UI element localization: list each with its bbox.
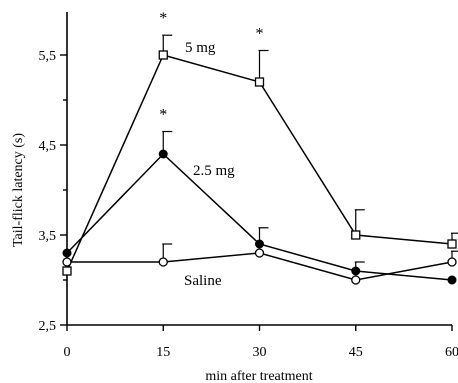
y-tick-label: 3,5 [39,229,57,244]
data-point-open-circle [158,257,168,267]
y-tick-label: 2,5 [39,319,57,334]
y-tick-label: 5,5 [39,49,57,64]
x-tick-label: 15 [156,345,170,360]
significance-mark: * [159,107,167,124]
significance-mark: * [256,26,264,43]
data-point-open-circle [62,257,72,267]
x-tick-label: 45 [349,345,363,360]
data-point-filled-circle [255,239,264,249]
data-point-open-circle [447,257,457,267]
data-point-square [62,266,72,276]
series-label-1: 2.5 mg [193,163,235,179]
data-point-filled-circle [447,275,457,285]
axes: 2,5 3,5 4,5 5,5 0 15 30 45 60 [39,12,458,360]
series-labels: 5 mg 2.5 mg Saline [184,40,235,289]
x-tick-label: 0 [64,345,71,360]
series-label-0: 5 mg [185,40,216,56]
error-bars [162,34,458,271]
data-point-open-circle [254,248,265,258]
data-point-filled-circle [351,266,361,276]
x-axis-title: min after treatment [205,369,312,383]
data-point-square [447,239,457,249]
data-point-square [158,50,168,60]
series-markers [62,50,457,285]
significance-mark: * [159,10,167,27]
x-tick-label: 60 [445,345,458,360]
x-tick-label: 30 [253,345,267,360]
significance-marks: * * * [159,10,263,123]
data-point-filled-circle [158,149,168,159]
y-tick-label: 4,5 [39,139,57,154]
series-label-2: Saline [184,273,222,289]
data-point-filled-circle [62,248,72,258]
data-point-open-circle [351,275,361,285]
series-line-1 [66,152,453,281]
y-axis-title: Tail-flick latency (s) [11,133,26,247]
data-point-square [254,77,265,87]
data-point-square [351,230,361,240]
